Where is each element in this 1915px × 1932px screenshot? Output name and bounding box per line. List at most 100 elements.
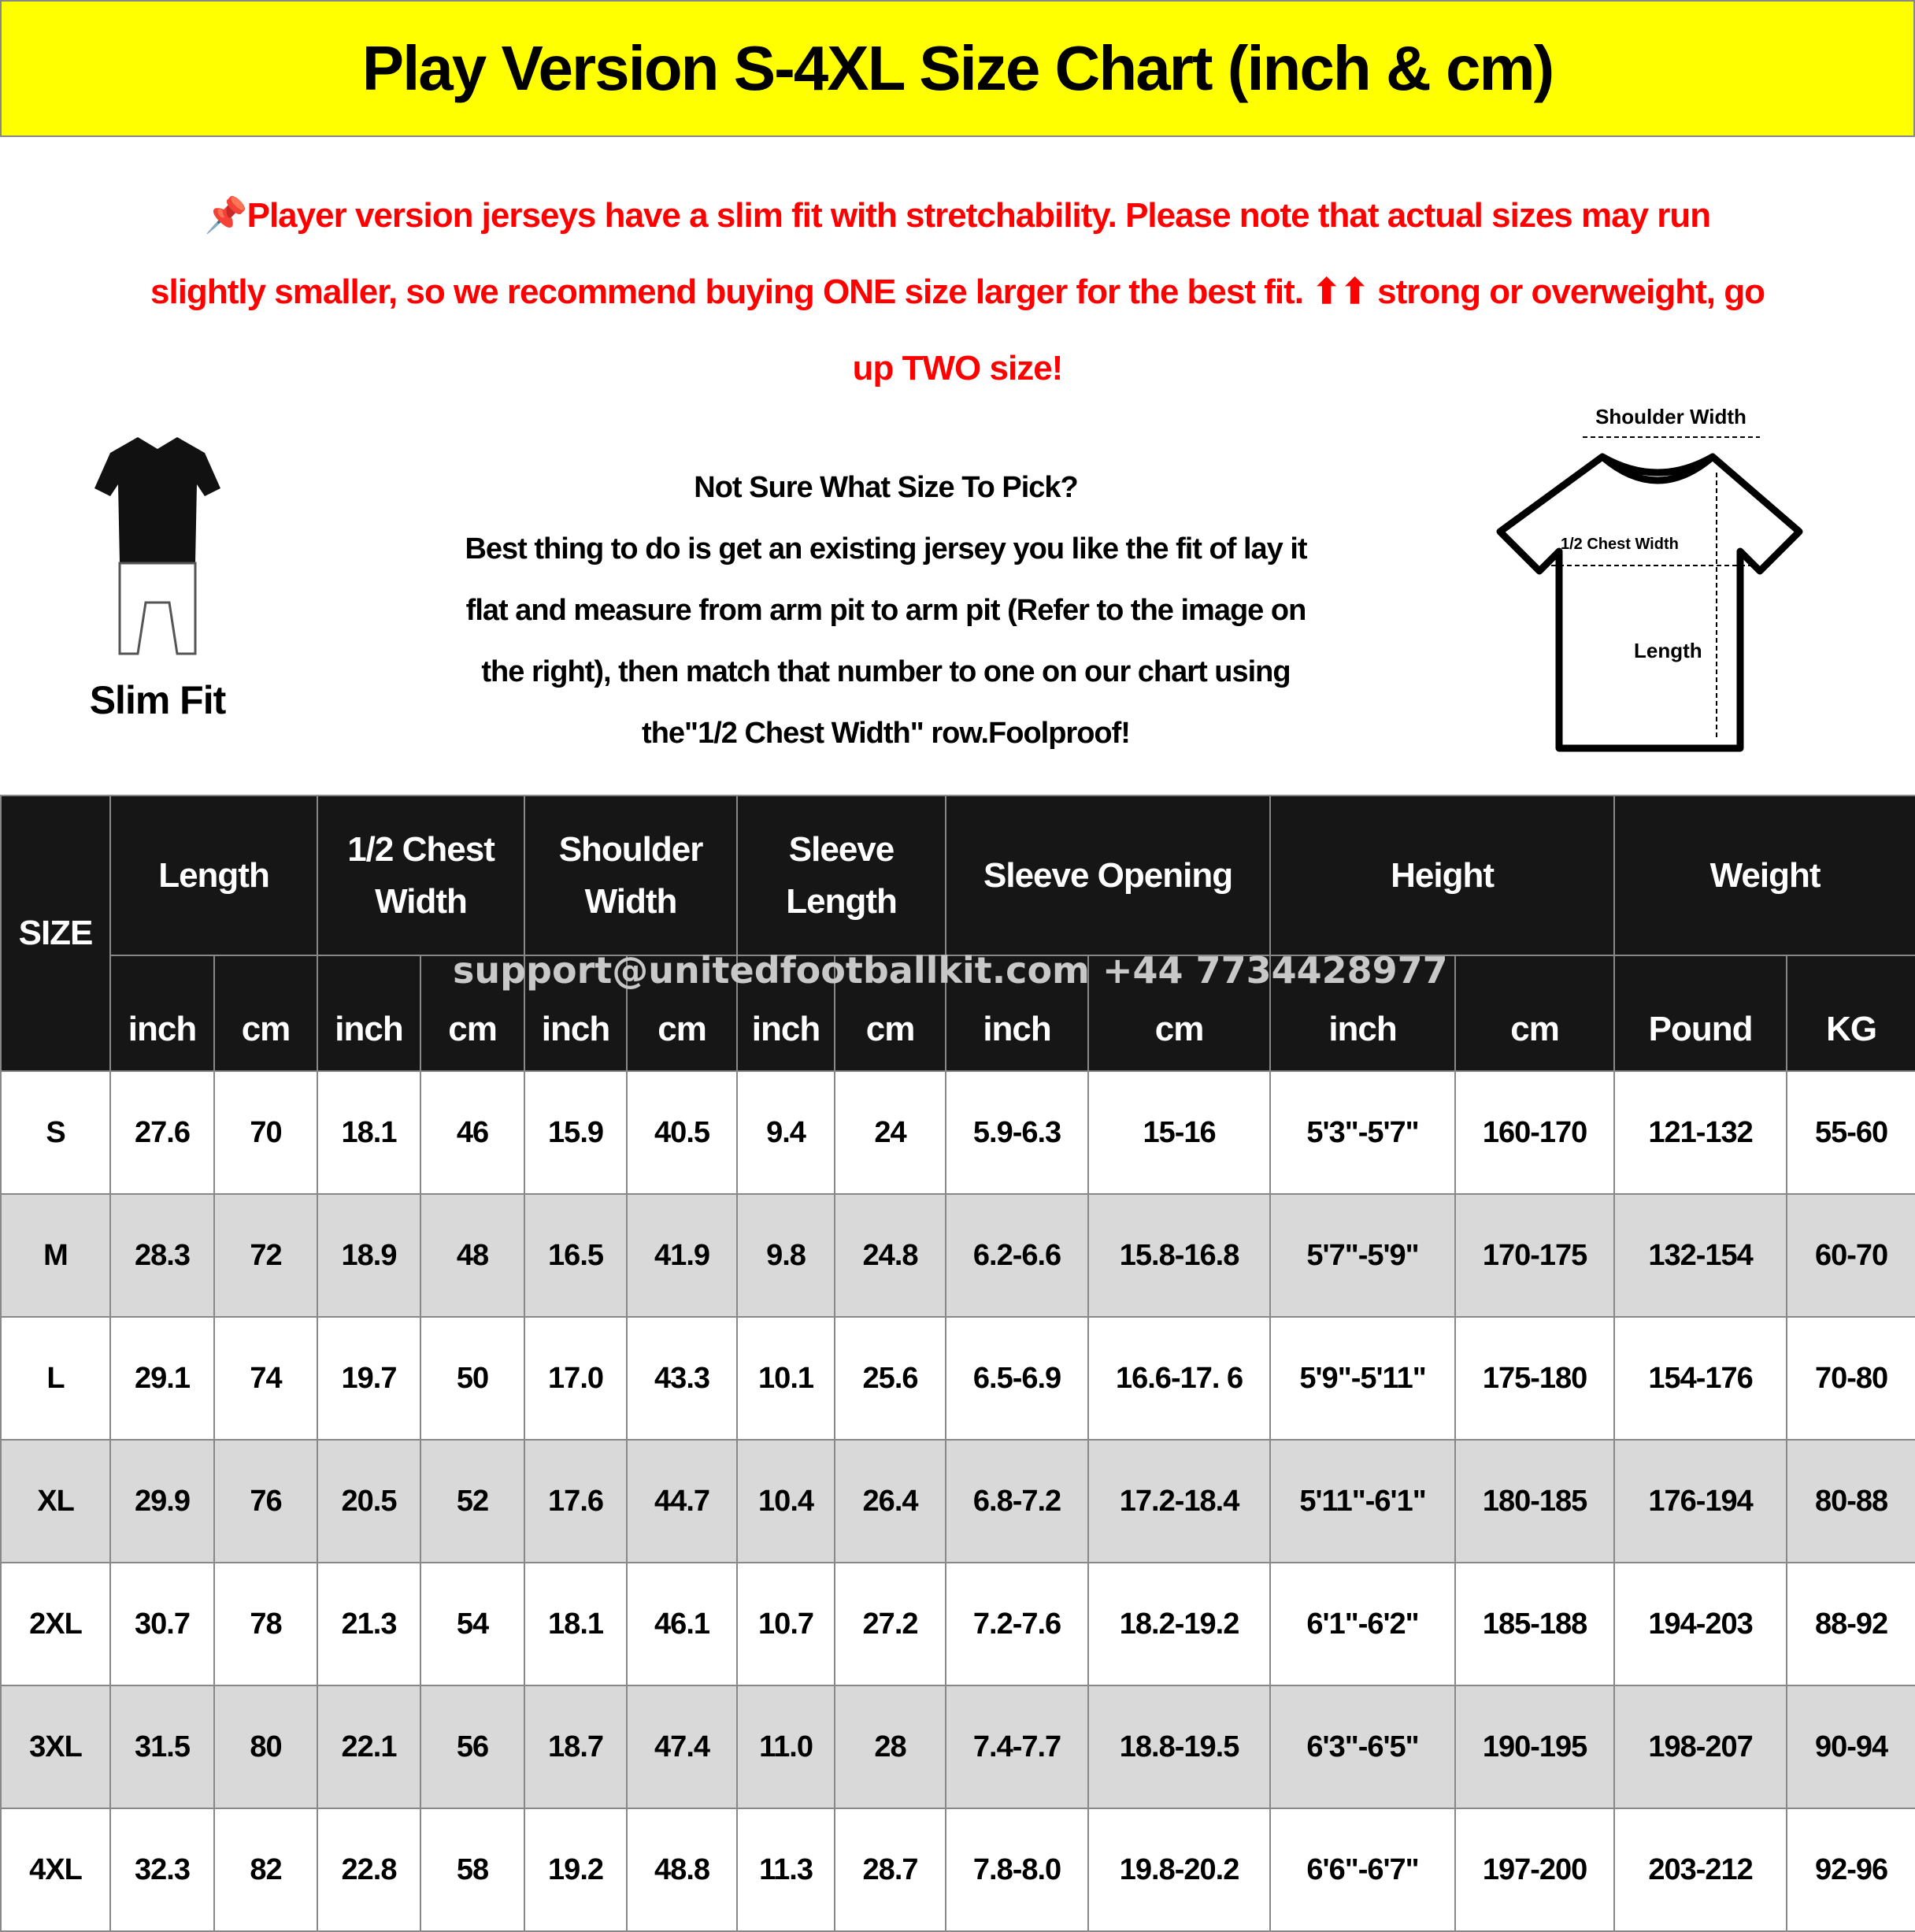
table-cell: 10.1: [736, 1316, 836, 1441]
unit-header: inch: [317, 955, 422, 1072]
size-cell: XL: [0, 1439, 111, 1563]
table-cell: 92-96: [1786, 1808, 1915, 1932]
group-header-sleeve-opening: Sleeve Opening: [945, 795, 1272, 956]
table-cell: 82: [213, 1808, 319, 1932]
table-cell: 19.8-20.2: [1087, 1808, 1272, 1932]
table-cell: 17.6: [524, 1439, 628, 1563]
table-cell: 6.5-6.9: [945, 1316, 1090, 1441]
table-cell: 28.7: [834, 1808, 947, 1932]
size-cell: 3XL: [0, 1685, 111, 1809]
table-cell: 18.2-19.2: [1087, 1562, 1272, 1686]
table-cell: 9.8: [736, 1193, 836, 1318]
table-cell: 19.2: [524, 1808, 628, 1932]
unit-header: cm: [1454, 955, 1616, 1072]
table-cell: 5'3"-5'7": [1269, 1070, 1457, 1195]
size-cell: L: [0, 1316, 111, 1441]
table-cell: 24: [834, 1070, 947, 1195]
table-cell: 20.5: [317, 1439, 422, 1563]
table-cell: 5'7"-5'9": [1269, 1193, 1457, 1318]
page-title: Play Version S-4XL Size Chart (inch & cm…: [0, 0, 1915, 137]
table-cell: 5'11"-6'1": [1269, 1439, 1457, 1563]
unit-header: cm: [1087, 955, 1272, 1072]
table-cell: 21.3: [317, 1562, 422, 1686]
group-header-chest-width: 1/2 Chest Width: [317, 795, 526, 956]
sizing-help: Not Sure What Size To Pick? Best thing t…: [465, 471, 1307, 750]
table-cell: 7.2-7.6: [945, 1562, 1090, 1686]
table-cell: 88-92: [1786, 1562, 1915, 1686]
table-cell: 15.9: [524, 1070, 628, 1195]
group-header-length: Length: [109, 795, 319, 956]
group-header-shoulder-width: Shoulder Width: [524, 795, 739, 956]
shoulder-width-label: Shoulder Width: [1595, 405, 1746, 428]
table-cell: 15-16: [1087, 1070, 1272, 1195]
chest-width-label: 1/2 Chest Width: [1561, 536, 1679, 553]
table-cell: 11.0: [736, 1685, 836, 1809]
table-cell: 74: [213, 1316, 319, 1441]
unit-header: Pound: [1613, 955, 1788, 1072]
table-cell: 190-195: [1454, 1685, 1616, 1809]
table-cell: 80: [213, 1685, 319, 1809]
table-cell: 32.3: [109, 1808, 215, 1932]
table-cell: 70: [213, 1070, 319, 1195]
table-cell: 50: [420, 1316, 526, 1441]
table-cell: 47.4: [626, 1685, 739, 1809]
table-cell: 18.7: [524, 1685, 628, 1809]
table-cell: 6'3"-6'5": [1269, 1685, 1457, 1809]
table-cell: 6.2-6.6: [945, 1193, 1090, 1318]
table-cell: 72: [213, 1193, 319, 1318]
unit-header: KG: [1786, 955, 1915, 1072]
table-cell: 18.1: [317, 1070, 422, 1195]
table-row: XL 29.9 76 20.5 52 17.6 44.7 10.4 26.4 6.8-7.2 17.…: [0, 1439, 1915, 1563]
table-cell: 78: [213, 1562, 319, 1686]
table-row: 4XL 32.3 82 22.8 58 19.2 48.8 11.3 28.7 7.8-8.0 19…: [0, 1808, 1915, 1932]
table-cell: 203-212: [1613, 1808, 1788, 1932]
table-cell: 40.5: [626, 1070, 739, 1195]
table-cell: 197-200: [1454, 1808, 1616, 1932]
table-cell: 25.6: [834, 1316, 947, 1441]
table-cell: 5'9"-5'11": [1269, 1316, 1457, 1441]
fit-notice: 📌Player version jerseys have a slim fit …: [150, 196, 1765, 388]
table-cell: 41.9: [626, 1193, 739, 1318]
table-cell: 56: [420, 1685, 526, 1809]
table-cell: 52: [420, 1439, 526, 1563]
table-cell: 194-203: [1613, 1562, 1788, 1686]
pushpin-icon: 📌: [204, 196, 248, 235]
table-cell: 26.4: [834, 1439, 947, 1563]
table-row: M 28.3 72 18.9 48 16.5 41.9 9.8 24.8 6.2-6.6 15.8-…: [0, 1193, 1915, 1318]
unit-header: inch: [524, 955, 628, 1072]
table-cell: 48.8: [626, 1808, 739, 1932]
table-cell: 5.9-6.3: [945, 1070, 1090, 1195]
table-cell: 22.1: [317, 1685, 422, 1809]
table-cell: 11.3: [736, 1808, 836, 1932]
table-cell: 16.5: [524, 1193, 628, 1318]
table-cell: 43.3: [626, 1316, 739, 1441]
unit-header: cm: [626, 955, 739, 1072]
table-cell: 60-70: [1786, 1193, 1915, 1318]
length-label: Length: [1634, 639, 1702, 662]
slim-fit-illustration: Slim Fit: [79, 429, 236, 723]
table-cell: 18.9: [317, 1193, 422, 1318]
table-cell: 46: [420, 1070, 526, 1195]
table-cell: 46.1: [626, 1562, 739, 1686]
table-cell: 31.5: [109, 1685, 215, 1809]
size-cell: 4XL: [0, 1808, 111, 1932]
table-cell: 80-88: [1786, 1439, 1915, 1563]
table-cell: 18.8-19.5: [1087, 1685, 1272, 1809]
table-cell: 170-175: [1454, 1193, 1616, 1318]
table-row: 2XL 30.7 78 21.3 54 18.1 46.1 10.7 27.2 7.2-7.6 18…: [0, 1562, 1915, 1686]
table-cell: 17.0: [524, 1316, 628, 1441]
table-cell: 176-194: [1613, 1439, 1788, 1563]
table-cell: 6'1"-6'2": [1269, 1562, 1457, 1686]
size-cell: S: [0, 1070, 111, 1195]
table-cell: 6.8-7.2: [945, 1439, 1090, 1563]
table-cell: 24.8: [834, 1193, 947, 1318]
table-cell: 16.6-17. 6: [1087, 1316, 1272, 1441]
table-cell: 160-170: [1454, 1070, 1616, 1195]
table-cell: 10.4: [736, 1439, 836, 1563]
group-header-weight: Weight: [1613, 795, 1915, 956]
table-cell: 7.4-7.7: [945, 1685, 1090, 1809]
size-cell: 2XL: [0, 1562, 111, 1686]
table-cell: 6'6"-6'7": [1269, 1808, 1457, 1932]
size-cell: M: [0, 1193, 111, 1318]
table-cell: 154-176: [1613, 1316, 1788, 1441]
